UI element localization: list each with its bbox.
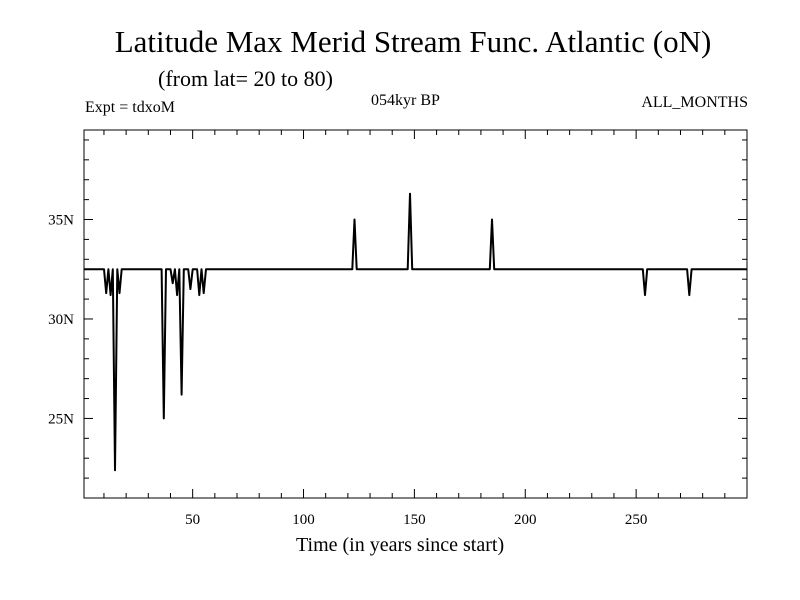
chart-title: Latitude Max Merid Stream Func. Atlantic… [114,24,712,59]
x-axis-tick-labels: 50 100 150 200 250 [185,512,647,528]
series-line [84,192,747,472]
x-axis-ticks [103,130,726,498]
plot-frame [83,129,748,499]
chart-subtitle: (from lat= 20 to 80) [158,66,333,91]
months-label: ALL_MONTHS [641,94,748,111]
x-axis-label: Time (in years since start) [296,534,505,556]
x-tick-label: 50 [185,512,200,528]
y-tick-label: 30N [48,312,74,328]
x-tick-label: 250 [625,512,648,528]
x-tick-label: 100 [292,512,315,528]
series-layer [84,192,747,472]
y-tick-label: 25N [48,411,74,427]
experiment-label: Expt = tdxoM [85,99,175,116]
x-tick-label: 200 [514,512,537,528]
x-tick-label: 150 [403,512,426,528]
y-axis-tick-labels: 25N 30N 35N [48,213,74,428]
y-axis-ticks [84,139,747,499]
y-tick-label: 35N [48,213,74,229]
period-label: 054kyr BP [371,92,440,109]
